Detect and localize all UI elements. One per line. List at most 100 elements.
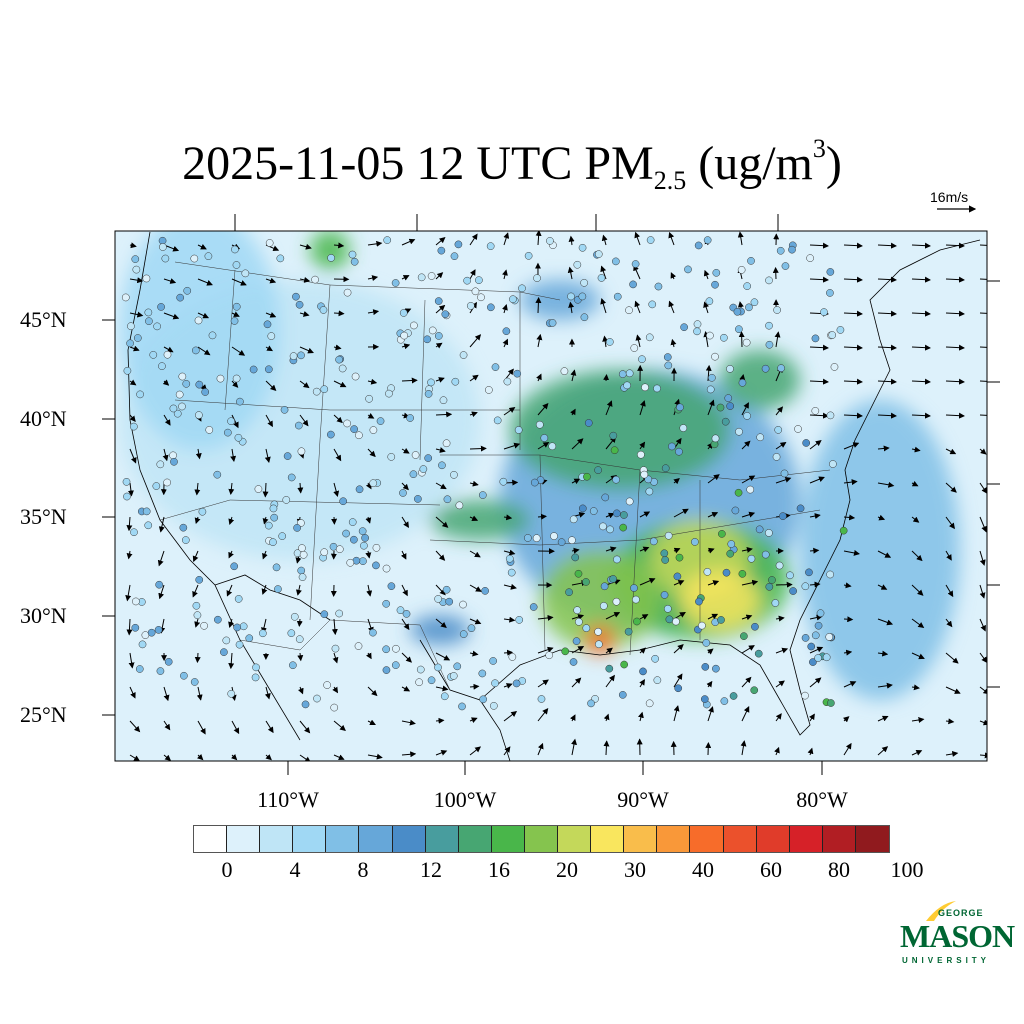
wind-arrow — [163, 754, 172, 761]
wind-arrow — [367, 448, 376, 458]
station-marker — [335, 355, 343, 364]
station-marker — [765, 529, 773, 537]
station-marker — [711, 434, 720, 443]
station-marker — [159, 243, 167, 251]
station-marker — [402, 610, 411, 618]
station-marker — [283, 452, 292, 460]
wind-arrow — [264, 686, 271, 700]
wind-arrow — [537, 614, 554, 621]
station-marker — [825, 633, 834, 641]
wind-arrow — [877, 584, 888, 590]
wind-arrow — [603, 373, 610, 382]
station-marker — [830, 363, 839, 371]
station-marker — [674, 684, 683, 693]
station-marker — [761, 550, 770, 559]
station-marker — [776, 246, 785, 255]
wind-arrow — [264, 448, 271, 464]
wind-arrow — [979, 482, 987, 494]
wind-arrow — [400, 550, 407, 560]
wind-arrow — [435, 717, 445, 724]
station-marker — [123, 366, 132, 375]
station-marker — [612, 475, 620, 484]
concentration-region — [540, 550, 660, 650]
wind-arrow — [226, 584, 233, 597]
station-marker — [839, 526, 848, 535]
wind-arrow — [673, 673, 683, 688]
station-marker — [280, 405, 289, 414]
station-marker — [320, 385, 329, 394]
station-marker — [278, 532, 287, 540]
station-marker — [372, 561, 380, 570]
station-marker — [252, 663, 260, 672]
station-marker — [794, 425, 802, 433]
station-marker — [445, 597, 454, 606]
station-marker — [438, 461, 446, 470]
station-marker — [264, 521, 273, 530]
wind-arrow — [401, 618, 410, 631]
wind-arrow — [911, 344, 931, 351]
station-marker — [691, 538, 699, 546]
station-marker — [633, 617, 641, 626]
logo-line2: MASON — [900, 918, 1015, 954]
station-marker — [396, 606, 405, 615]
colorbar-swatch — [723, 826, 757, 852]
station-marker — [722, 568, 731, 577]
station-marker — [127, 322, 135, 331]
station-marker — [348, 518, 357, 526]
wind-arrow — [537, 402, 549, 416]
station-marker — [331, 644, 340, 653]
station-marker — [135, 665, 144, 673]
station-marker — [694, 241, 703, 250]
logo-line3: UNIVERSITY — [902, 956, 991, 965]
wind-arrow — [911, 652, 925, 660]
wind-arrow — [741, 546, 753, 553]
wind-arrow — [503, 407, 516, 416]
wind-arrow — [535, 231, 542, 246]
wind-arrow — [945, 751, 959, 757]
station-marker — [414, 495, 422, 503]
station-marker — [459, 600, 467, 609]
wind-arrow — [877, 650, 889, 657]
station-marker — [703, 568, 712, 576]
station-marker — [605, 338, 614, 346]
wind-arrow — [401, 584, 408, 597]
station-marker — [478, 491, 487, 499]
colorbar-swatch — [194, 826, 228, 852]
station-marker — [639, 667, 647, 676]
wind-arrow — [877, 242, 897, 249]
wind-arrow — [228, 618, 234, 628]
wind-arrow — [163, 278, 177, 284]
station-marker — [582, 578, 590, 586]
wind-arrow — [741, 645, 755, 654]
wind-arrow — [295, 584, 302, 596]
wind-arrow — [162, 379, 170, 386]
concentration-region — [430, 500, 530, 540]
concentration-region — [310, 231, 350, 270]
wind-arrow — [774, 746, 780, 756]
wind-arrow — [877, 378, 897, 385]
wind-arrow — [262, 550, 268, 560]
station-marker — [809, 658, 817, 666]
wind-arrow — [775, 680, 785, 688]
station-marker — [136, 390, 144, 399]
wind-arrow — [979, 686, 987, 695]
station-marker — [400, 331, 409, 340]
wind-arrow — [401, 275, 410, 281]
wind-arrow — [568, 235, 575, 246]
station-marker — [449, 672, 458, 680]
wind-arrow — [979, 346, 987, 348]
station-marker — [155, 580, 164, 589]
wind-arrow — [469, 480, 479, 487]
station-marker — [274, 585, 282, 593]
wind-arrow — [741, 402, 749, 416]
wind-arrow — [877, 276, 897, 283]
station-marker — [292, 292, 300, 301]
wind-arrow — [296, 618, 303, 628]
wind-arrow — [707, 648, 714, 655]
wind-arrow — [843, 742, 852, 756]
station-marker — [735, 427, 743, 436]
wind-arrow — [197, 278, 213, 286]
station-marker — [569, 515, 578, 524]
station-marker — [195, 380, 204, 389]
wind-vectors — [125, 231, 987, 761]
